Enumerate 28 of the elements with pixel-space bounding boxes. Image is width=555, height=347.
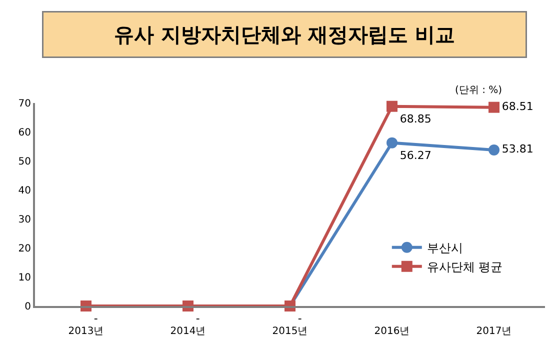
point [488,144,500,156]
data-label: 56.27 [400,148,432,162]
data-label: 68.51 [502,100,534,114]
legend-label: 부산시 [426,241,463,256]
y-tick-label: 0 [24,302,31,312]
point [386,137,398,148]
y-tick-label: 30 [18,214,31,226]
data-label: 68.85 [400,112,432,126]
y-tick-label: 70 [18,98,31,110]
x-tick-label: 2017년 [476,326,512,337]
data-label: - [298,312,302,326]
point [488,102,500,113]
data-label: - [196,312,200,326]
y-tick-label: 10 [18,272,31,284]
text: (단위 : %) [455,85,502,96]
x-tick-label: 2013년 [68,326,104,337]
y-tick-label: 50 [18,156,31,168]
x-tick-label: 2015년 [272,326,308,337]
data-label: - [94,312,98,326]
y-tick-label: 60 [18,128,31,138]
y-tick-label: 40 [18,186,31,196]
legend-label: 유사단체 평균 [426,260,503,274]
y-tick-label: 20 [18,244,31,254]
x-tick-label: 2016년 [374,326,410,337]
data-label: 53.81 [502,142,534,156]
chart-title: 유사 지방자치단체와 재정자립도 비교 [114,22,455,46]
point [386,100,398,112]
x-tick-label: 2014년 [170,326,206,337]
